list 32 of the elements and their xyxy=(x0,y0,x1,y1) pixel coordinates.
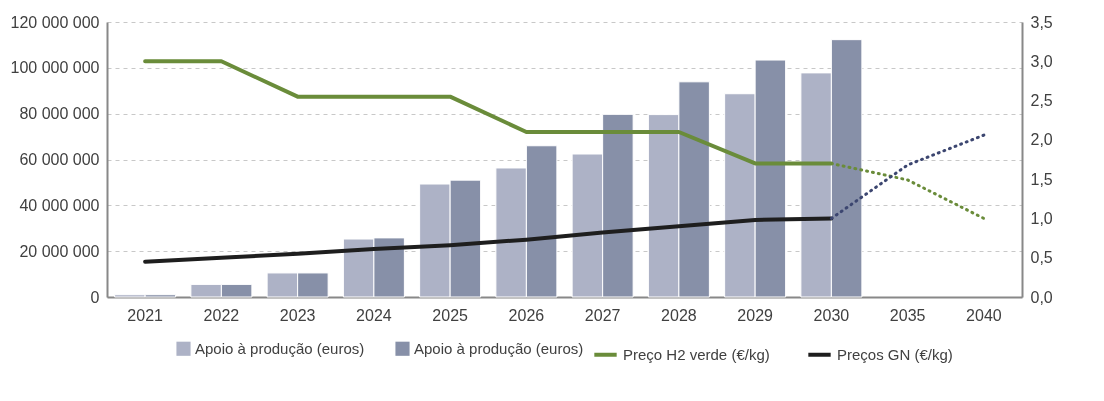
y-tick-label: 80 000 000 xyxy=(19,105,100,123)
legend-label: Apoio à produção (euros) xyxy=(414,339,584,357)
y-tick-label: 100 000 000 xyxy=(10,59,100,77)
y2-tick-label: 1,0 xyxy=(1030,209,1053,227)
legend-label: Apoio à produção (euros) xyxy=(195,339,365,357)
x-tick-label: 2028 xyxy=(661,306,697,324)
y-tick-label: 120 000 000 xyxy=(10,13,100,31)
y2-tick-label: 2,5 xyxy=(1030,92,1053,110)
y-tick-label: 60 000 000 xyxy=(19,151,100,168)
y-tick-label: 0 xyxy=(90,288,100,306)
x-tick-label: 2021 xyxy=(127,306,164,324)
x-tick-label: 2024 xyxy=(356,306,392,324)
y-tick-label: 20 000 000 xyxy=(19,242,100,260)
y2-tick-label: 2,0 xyxy=(1030,131,1053,149)
x-tick-label: 2026 xyxy=(508,306,545,324)
line-series xyxy=(143,216,834,264)
y2-tick-label: 0,5 xyxy=(1030,249,1053,267)
x-tick-label: 2022 xyxy=(203,306,240,324)
y2-tick-label: 3,0 xyxy=(1030,52,1053,70)
legend-label: Preços GN (€/kg) xyxy=(837,345,953,363)
x-tick-label: 2040 xyxy=(966,306,1002,324)
x-tick-label: 2027 xyxy=(584,306,621,324)
x-tick-label: 2029 xyxy=(737,306,774,324)
x-tick-label: 2023 xyxy=(279,306,316,324)
x-tick-label: 2035 xyxy=(889,306,926,324)
y2-tick-label: 3,5 xyxy=(1030,13,1053,31)
y2-tick-label: 0,0 xyxy=(1030,288,1053,306)
x-tick-label: 2030 xyxy=(813,306,850,324)
y2-tick-label: 1,5 xyxy=(1030,170,1053,188)
legend-label: Preço H2 verde (€/kg) xyxy=(623,345,770,363)
x-tick-label: 2025 xyxy=(432,306,469,324)
y-tick-label: 40 000 000 xyxy=(19,196,100,214)
